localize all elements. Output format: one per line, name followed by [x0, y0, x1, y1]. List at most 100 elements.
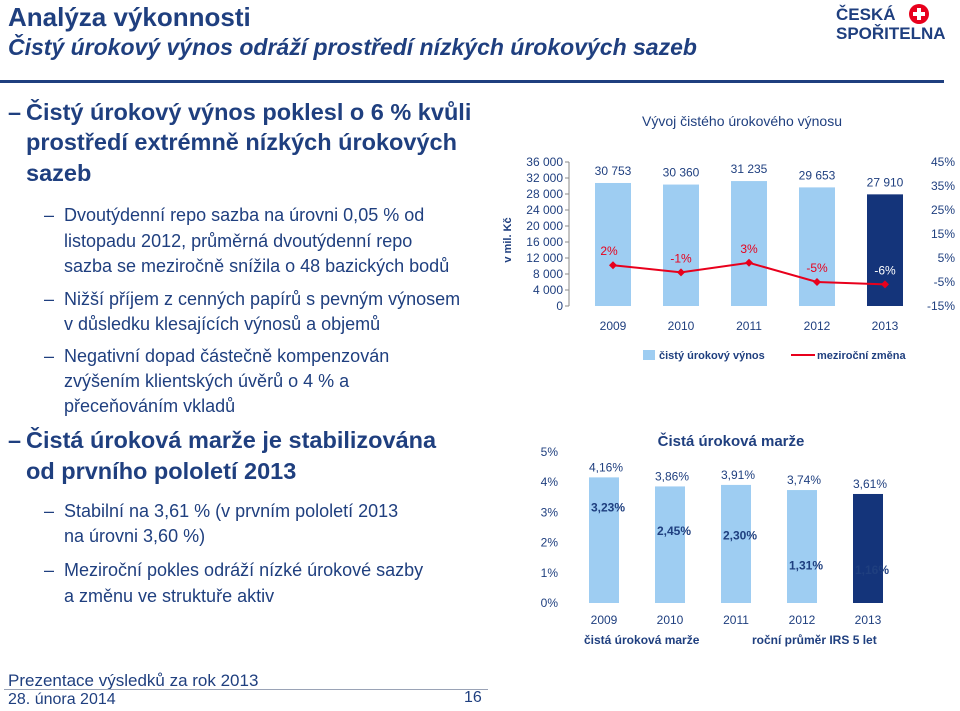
- chart1-x-label: 2009: [600, 319, 627, 333]
- chart1-x-label: 2012: [804, 319, 831, 333]
- chart2-x-label: 2012: [789, 613, 816, 627]
- bullet-1-line1: Čistý úrokový výnos poklesl o 6 % kvůli: [26, 99, 472, 125]
- chart1-y-tick-label: 24 000: [526, 203, 563, 217]
- net-interest-income-chart: Vývoj čistého úrokového výnosu v mil. Kč…: [502, 113, 956, 362]
- footer-rule: [4, 689, 488, 690]
- bullet-2-2-line1: Meziroční pokles odráží nízké úrokové sa…: [64, 560, 424, 580]
- chart1-change-marker: [813, 278, 821, 286]
- chart1-change-label: 3%: [740, 242, 758, 256]
- bullet-1-1-line2: listopadu 2012, průměrná dvoutýdenní rep…: [64, 231, 413, 251]
- chart1-y-tick-label: 12 000: [526, 251, 563, 265]
- legend-label-irs: roční průměr IRS 5 let: [752, 633, 877, 647]
- chart2-x-label: 2011: [723, 613, 749, 627]
- chart1-bar: [799, 187, 835, 306]
- chart1-y-tick-label: 16 000: [526, 235, 563, 249]
- chart2-bar: [721, 484, 751, 603]
- logo-line1: ČESKÁ: [836, 5, 896, 24]
- chart1-bar-label: 30 360: [663, 166, 700, 180]
- chart1-title: Vývoj čistého úrokového výnosu: [642, 113, 842, 129]
- chart1-change-label: -6%: [874, 263, 896, 277]
- chart1-y2-tick-label: 25%: [931, 203, 955, 217]
- bullet-2-2-line2: a změnu ve struktuře aktiv: [64, 586, 275, 606]
- chart1-y-tick-label: 28 000: [526, 187, 563, 201]
- chart2-y-tick-label: 2%: [541, 536, 559, 550]
- chart2-bar-label: 3,61%: [853, 477, 887, 491]
- chart2-y-tick-label: 0%: [541, 596, 559, 610]
- chart1-change-label: -5%: [806, 261, 828, 275]
- chart2-irs-label: 3,23%: [591, 500, 625, 514]
- slide-subtitle: Čistý úrokový výnos odráží prostředí níz…: [8, 34, 697, 60]
- logo-line2: SPOŘITELNA: [836, 24, 946, 43]
- chart2-bar: [787, 490, 817, 603]
- chart1-bar-label: 27 910: [867, 175, 904, 189]
- chart1-bar-label: 31 235: [731, 162, 768, 176]
- chart2-irs-label: 1,16%: [855, 563, 889, 577]
- chart1-change-marker: [745, 258, 753, 267]
- chart1-bar-label: 30 753: [595, 164, 632, 178]
- ceska-sporitelna-logo: ČESKÁ SPOŘITELNA: [836, 4, 946, 44]
- chart2-x-label: 2009: [591, 613, 618, 627]
- chart2-bar: [655, 486, 685, 603]
- bullet-1-1-line1: Dvoutýdenní repo sazba na úrovni 0,05 % …: [64, 205, 425, 225]
- bullet-2-line2: od prvního pololetí 2013: [26, 458, 297, 484]
- chart1-y2-tick-label: 45%: [931, 155, 955, 169]
- chart1-y-axis-label: v mil. Kč: [502, 217, 514, 262]
- logo-mark-icon: [909, 4, 929, 24]
- chart2-bar-label: 3,91%: [721, 468, 755, 482]
- bullet-2-1-line1: Stabilní na 3,61 % (v prvním pololetí 20…: [64, 501, 399, 521]
- sub-bullet-dash: –: [44, 501, 55, 521]
- bullet-dash: –: [8, 99, 22, 125]
- bullet-1-3-line2: zvýšením klientských úvěrů o 4 % a: [64, 371, 350, 391]
- page-number: 16: [464, 689, 482, 706]
- chart1-y-tick-label: 4 000: [533, 283, 563, 297]
- bullet-1-3-line1: Negativní dopad částečně kompenzován: [64, 346, 390, 366]
- legend-label-margin: čistá úroková marže: [584, 633, 700, 647]
- chart2-x-label: 2013: [855, 613, 882, 627]
- chart1-change-marker: [609, 261, 617, 270]
- sub-bullet-dash: –: [44, 560, 55, 580]
- header-rule: [0, 80, 944, 83]
- chart1-y2-tick-label: -15%: [927, 299, 955, 313]
- chart1-y2-tick-label: 15%: [931, 227, 955, 241]
- chart1-y-tick-label: 36 000: [526, 155, 563, 169]
- chart2-y-tick-label: 5%: [541, 445, 559, 459]
- chart1-y-tick-label: 8 000: [533, 267, 563, 281]
- chart1-bar: [731, 181, 767, 306]
- chart2-y-tick-label: 4%: [541, 475, 559, 489]
- chart2-bar-label: 3,86%: [655, 469, 689, 483]
- chart1-y2-tick-label: -5%: [934, 275, 956, 289]
- net-interest-margin-chart: Čistá úroková marže 5% 4% 3% 2% 1% 0% 4,16% 3,…: [541, 432, 890, 647]
- chart1-bar-label: 29 653: [799, 168, 836, 182]
- chart2-irs-label: 2,45%: [657, 524, 691, 538]
- chart1-y-tick-label: 20 000: [526, 219, 563, 233]
- bullet-1-1-line3: sazba se meziročně snížila o 48 bazickýc…: [64, 256, 450, 276]
- slide-title: Analýza výkonnosti: [8, 2, 251, 32]
- chart2-bar: [853, 493, 883, 603]
- chart1-change-label: -1%: [670, 251, 692, 265]
- bullet-1-line3: sazeb: [26, 160, 92, 186]
- chart2-irs-label: 2,30%: [723, 529, 757, 543]
- chart2-x-label: 2010: [657, 613, 684, 627]
- sub-bullet-dash: –: [44, 205, 55, 225]
- chart1-x-label: 2010: [668, 319, 695, 333]
- chart1-bar: [595, 182, 631, 306]
- bullet-2-line1: Čistá úroková marže je stabilizována: [26, 427, 437, 453]
- legend-swatch-income: [643, 350, 655, 360]
- chart1-y2-tick-label: 5%: [938, 251, 956, 265]
- chart2-y-tick-label: 3%: [541, 505, 559, 519]
- chart1-y-tick-label: 0: [556, 299, 563, 313]
- sub-bullet-dash: –: [44, 346, 55, 366]
- chart1-bar: [663, 184, 699, 306]
- chart2-bar: [589, 477, 619, 603]
- bullet-1-line2: prostředí extrémně nízkých úrokových: [26, 129, 457, 155]
- chart2-y-tick-label: 1%: [541, 566, 559, 580]
- chart2-title: Čistá úroková marže: [658, 432, 805, 450]
- chart1-x-label: 2011: [736, 319, 762, 333]
- footer-date: 28. února 2014: [8, 691, 116, 708]
- bullet-2-1-line2: na úrovni 3,60 %): [64, 526, 206, 546]
- legend-label-income: čistý úrokový výnos: [659, 350, 765, 362]
- bullet-1-3-line3: přeceňováním vkladů: [64, 396, 236, 416]
- chart1-bar: [867, 194, 903, 306]
- chart2-irs-label: 1,31%: [789, 558, 823, 572]
- chart1-y-tick-label: 32 000: [526, 171, 563, 185]
